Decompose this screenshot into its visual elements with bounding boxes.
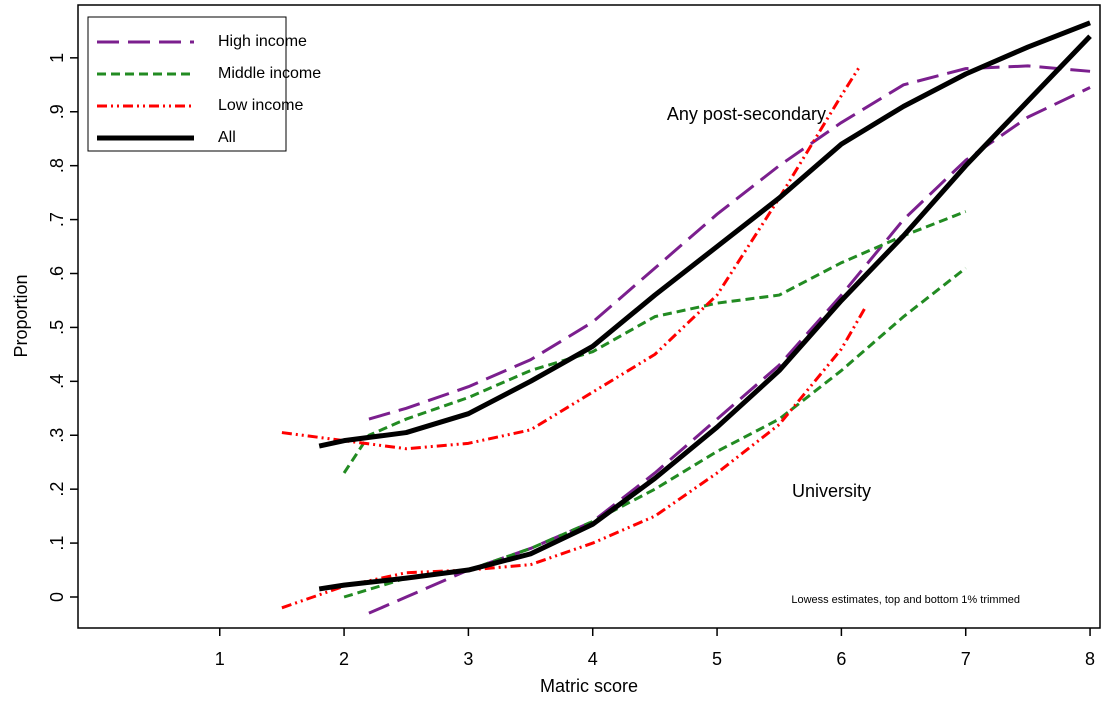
line bbox=[342, 210, 967, 474]
annotation: University bbox=[792, 481, 871, 501]
legend-label: Low income bbox=[218, 97, 303, 114]
y-tick-label: .3 bbox=[47, 428, 67, 443]
line bbox=[318, 20, 1091, 449]
x-tick-label: 3 bbox=[463, 649, 473, 669]
x-tick-label: 1 bbox=[215, 649, 225, 669]
line bbox=[281, 65, 862, 451]
y-tick-label: .5 bbox=[47, 320, 67, 335]
annotation: Lowess estimates, top and bottom 1% trim… bbox=[791, 594, 1020, 606]
legend-label: High income bbox=[218, 33, 307, 50]
annotation: Any post-secondary bbox=[667, 104, 826, 124]
legend-label: All bbox=[218, 129, 236, 146]
y-tick-label: .9 bbox=[47, 104, 67, 119]
line bbox=[368, 64, 1091, 421]
y-tick-label: 1 bbox=[47, 53, 67, 63]
line bbox=[318, 34, 1092, 592]
x-tick-label: 8 bbox=[1085, 649, 1095, 669]
y-tick-label: .4 bbox=[47, 374, 67, 389]
plot-frame bbox=[77, 4, 1101, 629]
x-axis-label: Matric score bbox=[540, 676, 638, 696]
y-tick-label: .8 bbox=[47, 158, 67, 173]
legend-box bbox=[87, 16, 287, 152]
y-tick-label: .1 bbox=[47, 536, 67, 551]
y-tick-label: .2 bbox=[47, 482, 67, 497]
y-tick-label: .6 bbox=[47, 266, 67, 281]
x-tick-label: 7 bbox=[961, 649, 971, 669]
legend-label: Middle income bbox=[218, 65, 321, 82]
x-tick-label: 6 bbox=[836, 649, 846, 669]
x-tick-label: 5 bbox=[712, 649, 722, 669]
x-tick-label: 4 bbox=[588, 649, 598, 669]
x-tick-label: 2 bbox=[339, 649, 349, 669]
line bbox=[368, 86, 1091, 615]
line bbox=[281, 305, 868, 610]
y-tick-label: 0 bbox=[47, 592, 67, 602]
y-axis-label: Proportion bbox=[11, 274, 31, 357]
y-tick-label: .7 bbox=[47, 212, 67, 227]
